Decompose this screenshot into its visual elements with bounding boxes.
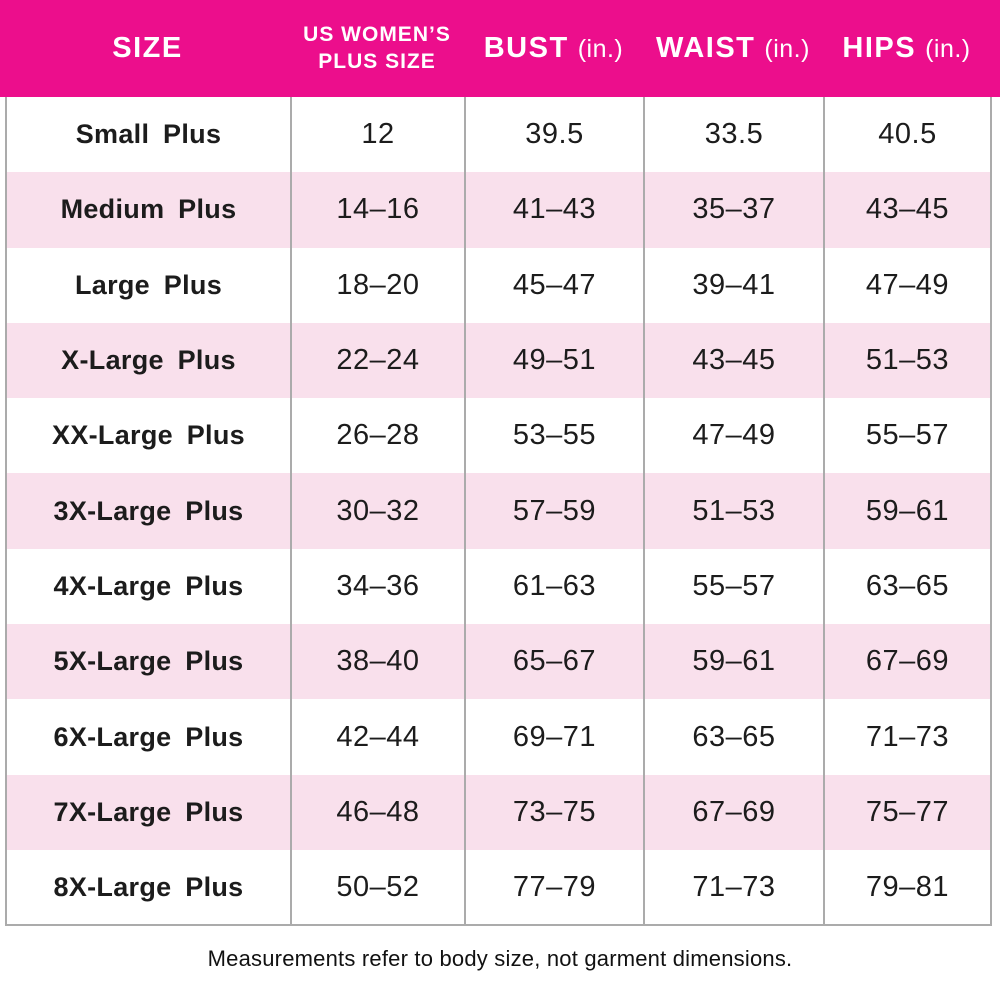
column-header-us-plus-size-line1: US WOMEN’S [303, 23, 451, 47]
cell-size: 4X-Large Plus [53, 570, 244, 601]
table-row-3x-large-plus: 3X-Large Plus 30–32 57–59 51–53 59–61 [6, 473, 991, 549]
cell-size: XX-Large Plus [52, 420, 245, 451]
cell-hips: 75–77 [823, 774, 991, 850]
column-header-waist: WAIST (in.) [643, 32, 823, 65]
cell-hips: 55–57 [823, 398, 991, 474]
table-row-medium-plus: Medium Plus 14–16 41–43 35–37 43–45 [6, 172, 991, 248]
cell-waist: 67–69 [643, 774, 824, 850]
cell-size: 3X-Large Plus [53, 495, 244, 526]
cell-waist: 35–37 [643, 172, 824, 248]
cell-hips: 40.5 [823, 97, 991, 173]
table-row-5x-large-plus: 5X-Large Plus 38–40 65–67 59–61 67–69 [6, 624, 991, 700]
column-header-us-plus-size: US WOMEN’S PLUS SIZE [290, 22, 464, 75]
column-header-bust-unit: (in.) [577, 35, 624, 63]
cell-bust: 53–55 [464, 398, 644, 474]
cell-size: 7X-Large Plus [53, 796, 244, 827]
column-header-waist-unit: (in.) [764, 35, 810, 63]
size-chart-table: Small Plus 12 39.5 33.5 40.5 Medium Plus… [5, 97, 992, 927]
table-row-small-plus: Small Plus 12 39.5 33.5 40.5 [6, 97, 991, 173]
table-row-xx-large-plus: XX-Large Plus 26–28 53–55 47–49 55–57 [6, 398, 991, 474]
column-header-hips-label: HIPS [842, 32, 917, 64]
cell-bust: 77–79 [464, 849, 644, 926]
cell-hips: 79–81 [823, 849, 991, 926]
cell-size: Large Plus [74, 269, 223, 300]
table-header-row: SIZE US WOMEN’S PLUS SIZE BUST (in.) WAI… [0, 0, 1000, 97]
cell-bust: 61–63 [464, 548, 644, 625]
cell-size: Small Plus [75, 119, 222, 150]
column-header-size-label: SIZE [112, 32, 183, 64]
cell-waist: 59–61 [643, 624, 824, 700]
cell-size: X-Large Plus [61, 345, 236, 376]
cell-us-plus-size: 46–48 [290, 774, 465, 850]
cell-us-plus-size: 34–36 [290, 548, 465, 625]
cell-bust: 69–71 [464, 699, 644, 775]
cell-waist: 55–57 [643, 548, 824, 625]
cell-size: Medium Plus [60, 194, 237, 225]
cell-waist: 71–73 [643, 849, 824, 926]
column-header-bust: BUST (in.) [464, 32, 643, 65]
cell-waist: 43–45 [643, 322, 824, 399]
cell-waist: 63–65 [643, 699, 824, 775]
cell-us-plus-size: 38–40 [290, 624, 465, 700]
cell-size: 8X-Large Plus [53, 871, 244, 902]
cell-us-plus-size: 26–28 [290, 398, 465, 474]
cell-hips: 59–61 [823, 473, 991, 549]
measurement-footnote: Measurements refer to body size, not gar… [207, 946, 793, 972]
cell-us-plus-size: 12 [290, 97, 465, 173]
cell-hips: 71–73 [823, 699, 991, 775]
cell-bust: 65–67 [464, 624, 644, 700]
cell-size: 5X-Large Plus [53, 646, 244, 677]
cell-waist: 39–41 [643, 247, 824, 323]
cell-us-plus-size: 22–24 [290, 322, 465, 399]
cell-hips: 67–69 [823, 624, 991, 700]
table-row-4x-large-plus: 4X-Large Plus 34–36 61–63 55–57 63–65 [6, 548, 991, 625]
cell-hips: 43–45 [823, 172, 991, 248]
cell-bust: 45–47 [464, 247, 644, 323]
table-row-8x-large-plus: 8X-Large Plus 50–52 77–79 71–73 79–81 [6, 849, 991, 926]
column-header-hips: HIPS (in.) [823, 32, 990, 65]
column-header-bust-label: BUST [483, 32, 569, 64]
cell-bust: 41–43 [464, 172, 644, 248]
column-header-waist-label: WAIST [656, 32, 756, 64]
cell-us-plus-size: 18–20 [290, 247, 465, 323]
column-header-hips-unit: (in.) [925, 35, 971, 63]
cell-hips: 63–65 [823, 548, 991, 625]
cell-bust: 39.5 [464, 97, 644, 173]
cell-us-plus-size: 42–44 [290, 699, 465, 775]
cell-us-plus-size: 30–32 [290, 473, 465, 549]
cell-hips: 51–53 [823, 322, 991, 399]
cell-bust: 73–75 [464, 774, 644, 850]
table-row-large-plus: Large Plus 18–20 45–47 39–41 47–49 [6, 247, 991, 323]
cell-us-plus-size: 14–16 [290, 172, 465, 248]
table-row-x-large-plus: X-Large Plus 22–24 49–51 43–45 51–53 [6, 322, 991, 399]
cell-hips: 47–49 [823, 247, 991, 323]
cell-waist: 51–53 [643, 473, 824, 549]
cell-waist: 47–49 [643, 398, 824, 474]
cell-bust: 49–51 [464, 322, 644, 399]
column-header-us-plus-size-line2: PLUS SIZE [318, 49, 436, 73]
cell-waist: 33.5 [643, 97, 824, 173]
column-header-size: SIZE [5, 32, 290, 65]
cell-bust: 57–59 [464, 473, 644, 549]
cell-us-plus-size: 50–52 [290, 849, 465, 926]
table-row-6x-large-plus: 6X-Large Plus 42–44 69–71 63–65 71–73 [6, 699, 991, 775]
cell-size: 6X-Large Plus [53, 721, 244, 752]
table-row-7x-large-plus: 7X-Large Plus 46–48 73–75 67–69 75–77 [6, 774, 991, 850]
